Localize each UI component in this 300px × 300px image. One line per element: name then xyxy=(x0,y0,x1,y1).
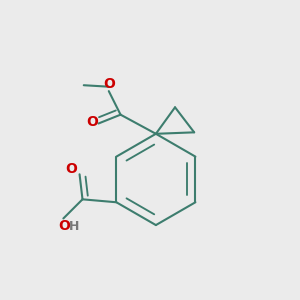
Text: O: O xyxy=(103,77,115,91)
Text: O: O xyxy=(58,219,70,233)
Text: O: O xyxy=(65,162,77,176)
Text: O: O xyxy=(86,115,98,129)
Text: H: H xyxy=(68,220,79,232)
